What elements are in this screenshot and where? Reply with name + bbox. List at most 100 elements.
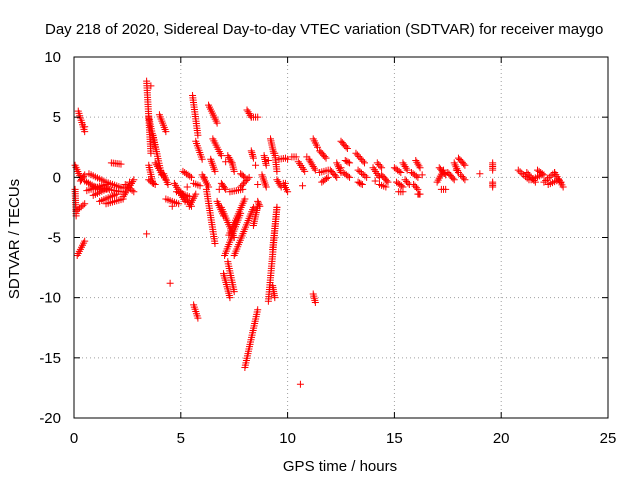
data-point xyxy=(395,167,403,175)
data-point xyxy=(74,206,82,214)
data-point xyxy=(403,177,411,185)
data-point xyxy=(182,195,190,203)
data-point xyxy=(183,183,191,191)
data-point xyxy=(458,173,466,181)
data-point xyxy=(321,153,329,161)
data-point xyxy=(264,156,272,164)
data-point xyxy=(277,183,285,191)
data-point xyxy=(175,200,183,208)
data-point xyxy=(307,159,315,167)
data-point xyxy=(404,179,412,187)
y-tick-label: -15 xyxy=(39,350,61,367)
data-point xyxy=(358,169,366,177)
data-point xyxy=(296,380,304,388)
data-point xyxy=(476,170,484,178)
data-point xyxy=(342,143,350,151)
data-point xyxy=(254,306,262,314)
data-point xyxy=(254,113,262,121)
data-point xyxy=(383,177,391,185)
y-tick-label: -5 xyxy=(48,230,61,247)
data-point xyxy=(397,169,405,177)
data-point xyxy=(399,188,407,196)
data-point xyxy=(262,161,270,169)
data-point xyxy=(543,175,551,183)
data-point xyxy=(284,188,292,196)
data-point xyxy=(371,177,379,185)
grid-lines xyxy=(74,57,608,418)
x-tick-label: 5 xyxy=(177,430,185,447)
data-point xyxy=(211,240,219,248)
data-point xyxy=(249,203,257,211)
data-point xyxy=(403,166,411,174)
data-point xyxy=(384,178,392,186)
data-point xyxy=(126,185,134,193)
data-point xyxy=(514,166,522,174)
data-point xyxy=(222,185,230,193)
data-point xyxy=(356,154,364,162)
data-point xyxy=(399,159,407,167)
data-point xyxy=(449,174,457,182)
data-point xyxy=(254,197,262,205)
data-point xyxy=(538,170,546,178)
data-point xyxy=(354,178,362,186)
data-point xyxy=(244,175,252,183)
data-point xyxy=(247,147,255,155)
data-point xyxy=(401,163,409,171)
data-point xyxy=(306,157,314,165)
x-tick-label: 20 xyxy=(493,430,510,447)
data-point xyxy=(376,162,384,170)
x-axis-label: GPS time / hours xyxy=(283,458,397,475)
y-tick-label: 0 xyxy=(53,169,61,186)
data-point xyxy=(363,173,371,181)
data-point xyxy=(242,177,250,185)
data-point xyxy=(213,119,221,127)
data-point xyxy=(356,179,364,187)
data-point xyxy=(256,202,264,210)
y-tick-label: 5 xyxy=(53,109,61,126)
data-point xyxy=(244,108,252,116)
data-point xyxy=(400,161,408,169)
data-point xyxy=(461,176,469,184)
data-point xyxy=(179,191,187,199)
data-point xyxy=(143,230,151,238)
data-point xyxy=(181,193,189,201)
data-point xyxy=(81,237,89,245)
data-point xyxy=(450,176,458,184)
data-point xyxy=(238,181,246,189)
data-point xyxy=(243,106,251,114)
y-axis-label: SDTVAR / TECUs xyxy=(6,179,23,299)
data-point xyxy=(186,172,194,180)
data-point xyxy=(230,288,238,296)
data-point xyxy=(222,158,230,166)
data-point xyxy=(382,183,390,191)
data-point xyxy=(397,182,405,190)
data-point xyxy=(113,190,121,198)
data-point xyxy=(359,170,367,178)
y-tick-label: 10 xyxy=(44,49,61,66)
y-tick-label: -10 xyxy=(39,290,61,307)
data-point xyxy=(117,160,125,168)
data-point xyxy=(128,186,136,194)
data-point xyxy=(416,190,424,198)
x-tick-label: 25 xyxy=(600,430,617,447)
data-point xyxy=(237,183,245,191)
data-point xyxy=(226,155,234,163)
data-point xyxy=(412,156,420,164)
data-point xyxy=(343,157,351,165)
data-point xyxy=(540,178,548,186)
data-point xyxy=(545,173,553,181)
data-point xyxy=(248,149,256,157)
data-point xyxy=(150,179,158,187)
x-tick-label: 10 xyxy=(279,430,296,447)
data-point xyxy=(516,168,524,176)
data-point xyxy=(246,111,254,119)
data-point xyxy=(254,199,262,207)
data-point xyxy=(559,183,567,191)
data-point xyxy=(310,164,318,172)
data-point xyxy=(126,178,134,186)
data-point xyxy=(308,161,316,169)
data-point xyxy=(81,123,89,131)
data-point xyxy=(352,149,360,157)
data-point xyxy=(162,128,170,136)
x-tick-labels: 0 5 10 15 20 25 xyxy=(70,430,617,447)
